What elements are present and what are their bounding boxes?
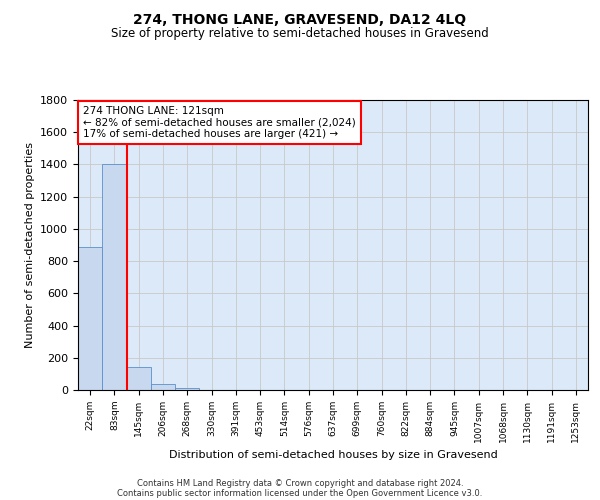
Y-axis label: Number of semi-detached properties: Number of semi-detached properties xyxy=(25,142,35,348)
Bar xyxy=(78,246,102,390)
X-axis label: Distribution of semi-detached houses by size in Gravesend: Distribution of semi-detached houses by … xyxy=(169,450,497,460)
Text: 274, THONG LANE, GRAVESEND, DA12 4LQ: 274, THONG LANE, GRAVESEND, DA12 4LQ xyxy=(133,12,467,26)
Text: Contains HM Land Registry data © Crown copyright and database right 2024.: Contains HM Land Registry data © Crown c… xyxy=(137,478,463,488)
Bar xyxy=(175,388,199,390)
Bar xyxy=(127,366,151,390)
Bar xyxy=(151,384,175,390)
Text: Contains public sector information licensed under the Open Government Licence v3: Contains public sector information licen… xyxy=(118,488,482,498)
Bar xyxy=(102,164,127,390)
Text: 274 THONG LANE: 121sqm
← 82% of semi-detached houses are smaller (2,024)
17% of : 274 THONG LANE: 121sqm ← 82% of semi-det… xyxy=(83,106,356,139)
Text: Size of property relative to semi-detached houses in Gravesend: Size of property relative to semi-detach… xyxy=(111,28,489,40)
